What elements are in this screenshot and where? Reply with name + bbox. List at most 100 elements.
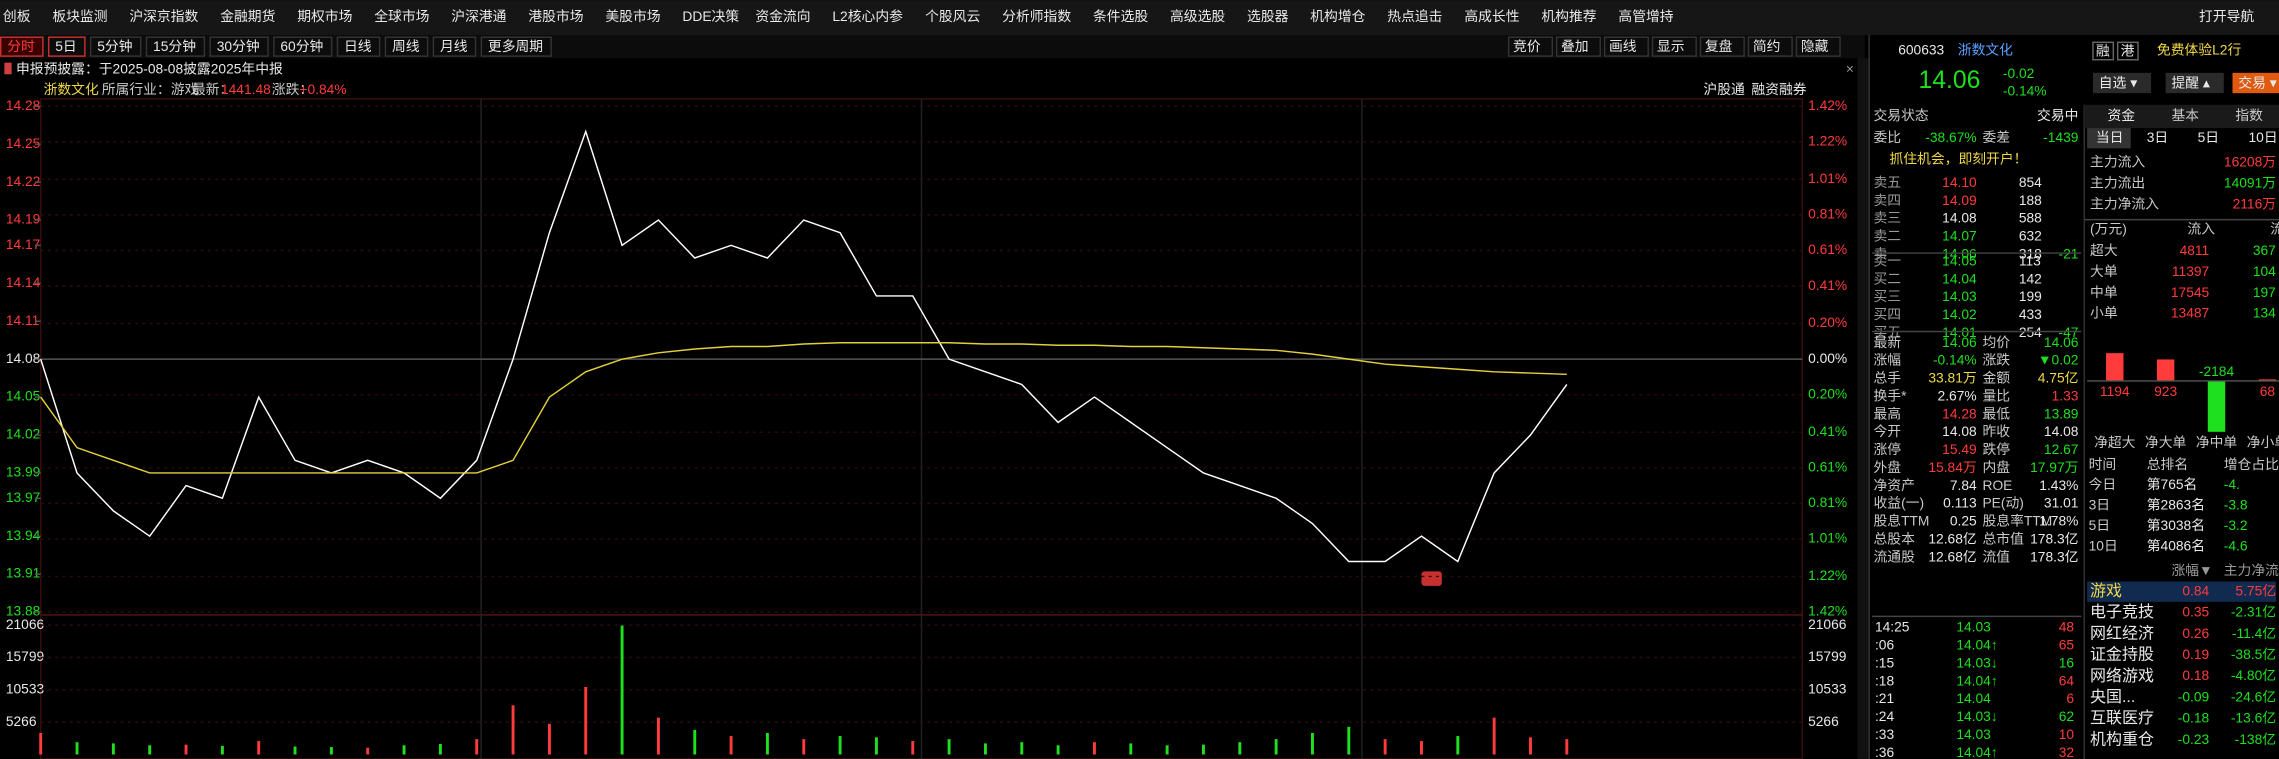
menu-item[interactable]: 机构增仓 [1310, 9, 1365, 24]
volume-bar [1420, 740, 1423, 755]
action-button[interactable] [2092, 72, 2152, 94]
menu-item[interactable]: 港股市场 [528, 8, 583, 24]
menu-item[interactable]: 沪深港通 [451, 9, 506, 24]
period-label[interactable]: 分时 [7, 39, 35, 54]
splitter[interactable] [1857, 58, 1870, 759]
menu-item[interactable]: L2核心内参 [832, 8, 903, 24]
tool-button[interactable] [1699, 36, 1745, 57]
period-label[interactable]: 周线 [392, 39, 420, 54]
menu-item[interactable]: 机构推荐 [1541, 9, 1596, 24]
tool-button[interactable] [1795, 36, 1841, 57]
menu-item[interactable]: 资金流向 [755, 9, 810, 24]
tick-volume: 48 [2059, 620, 2075, 635]
tool-button[interactable] [1507, 36, 1554, 57]
period-label[interactable]: 5日 [55, 39, 76, 54]
action-label[interactable]: 交易 ▾ [2238, 74, 2276, 90]
period-label[interactable]: 15分钟 [153, 38, 196, 54]
action-button[interactable] [2165, 72, 2224, 94]
sector-name[interactable]: 央国... [2090, 688, 2135, 706]
tool-label[interactable]: 画线 [1609, 39, 1637, 54]
tick-volume: 62 [2059, 709, 2074, 724]
volume-bar [438, 744, 442, 755]
period-tab[interactable] [209, 36, 269, 57]
tool-label[interactable]: 叠加 [1561, 39, 1589, 54]
sector-name[interactable]: 证金持股 [2090, 646, 2154, 664]
tool-label[interactable]: 显示 [1657, 39, 1685, 54]
menu-item[interactable]: 高成长性 [1464, 8, 1519, 24]
menu-item[interactable]: 沪深京指数 [129, 9, 198, 24]
tool-label[interactable]: 复盘 [1705, 38, 1733, 54]
active-period [2087, 128, 2131, 149]
tick-volume: 10 [2059, 727, 2075, 742]
period-tab[interactable] [384, 36, 429, 57]
fund-tab[interactable]: 基本 [2171, 107, 2199, 123]
menu-item[interactable]: 分析师指数 [1002, 9, 1071, 24]
menu-item[interactable]: 创板 [3, 9, 31, 24]
period-label[interactable]: 60分钟 [280, 38, 323, 54]
sector-name[interactable]: 网络游戏 [2090, 666, 2154, 685]
sector-name[interactable]: 互联医疗 [2090, 709, 2154, 727]
period-label[interactable]: 30分钟 [217, 38, 260, 54]
close-notice[interactable]: × [1846, 62, 1854, 77]
menu-item[interactable]: 高级选股 [1170, 8, 1225, 24]
period-label[interactable]: 日线 [344, 39, 372, 54]
action-label[interactable]: 提醒 ▴ [2171, 75, 2209, 90]
tool-button[interactable] [1603, 36, 1649, 57]
menu-item[interactable]: 板块监测 [52, 9, 107, 24]
fund-period[interactable]: 10日 [2248, 130, 2277, 145]
tool-label[interactable]: 简约 [1753, 38, 1781, 54]
sector-name[interactable]: 游戏 [2090, 582, 2122, 600]
stat-label: 总手 [1873, 371, 1901, 386]
period-label[interactable]: 更多周期 [488, 38, 543, 54]
trade-marker[interactable] [1421, 571, 1442, 586]
period-tab[interactable] [47, 36, 86, 57]
period-tab[interactable] [89, 36, 142, 57]
action-label[interactable]: 自选 ▾ [2099, 75, 2137, 90]
sector-name[interactable]: 网红经济 [2090, 624, 2154, 642]
sector-flow: -24.6亿 [2231, 689, 2276, 704]
fund-period[interactable]: 5日 [2198, 130, 2219, 145]
tool-button[interactable] [1555, 36, 1601, 57]
link[interactable]: 融资融券 [1751, 82, 1806, 97]
menu-item[interactable]: 条件选股 [1093, 8, 1148, 24]
menu-item[interactable]: 全球市场 [374, 8, 429, 24]
fund-period[interactable]: 当日 [2096, 130, 2124, 145]
menu-item[interactable]: 金融期货 [220, 8, 275, 24]
menu-item[interactable]: 期权市场 [297, 8, 352, 24]
tool-label[interactable]: 竞价 [1513, 38, 1541, 54]
fund-tab[interactable]: 指数 [2235, 108, 2263, 123]
menu-item[interactable]: 热点追击 [1387, 9, 1442, 24]
sector-name[interactable]: 电子竞技 [2090, 603, 2154, 621]
action-button[interactable] [2232, 72, 2279, 94]
menu-item[interactable]: 高管增持 [1618, 8, 1673, 24]
promo-link[interactable]: 免费体验L2行 [2157, 43, 2242, 58]
sector-name[interactable]: 机构重仓 [2090, 730, 2154, 748]
menu-item[interactable]: 个股风云 [925, 9, 980, 24]
menu-item[interactable]: 美股市场 [605, 8, 660, 24]
fund-tab[interactable]: 资金 [2107, 108, 2135, 123]
period-tab[interactable] [336, 36, 381, 57]
period-tab[interactable] [0, 36, 44, 57]
tool-button[interactable] [1747, 36, 1793, 57]
period-label[interactable]: 5分钟 [97, 38, 132, 54]
tool-label[interactable]: 隐藏 [1801, 39, 1829, 54]
stat-label: 金额 [1982, 371, 2010, 386]
period-label[interactable]: 月线 [440, 39, 468, 54]
menu-item[interactable]: DDE决策 [682, 8, 739, 24]
link[interactable]: 沪股通 [1703, 82, 1745, 97]
stat-value: 14.08 [1942, 424, 1977, 439]
nav-button[interactable]: 打开导航 [2199, 8, 2254, 24]
flow-value: 2116万 [2233, 197, 2276, 212]
stat-label: ROE [1982, 478, 2012, 493]
period-tab[interactable] [145, 36, 206, 57]
period-tab[interactable] [480, 36, 552, 57]
menu-item[interactable]: 选股器 [1247, 9, 1289, 24]
fund-period[interactable]: 3日 [2147, 130, 2168, 145]
ad-link[interactable]: 抓住机会，即刻开户！ [1889, 151, 2027, 167]
sector-head: 涨幅▼ [2171, 563, 2212, 578]
period-tab[interactable] [273, 36, 333, 57]
period-tab[interactable] [432, 36, 477, 57]
volume-bar [257, 740, 261, 755]
sector-change: 0.19 [2182, 647, 2209, 662]
tool-button[interactable] [1651, 36, 1697, 57]
